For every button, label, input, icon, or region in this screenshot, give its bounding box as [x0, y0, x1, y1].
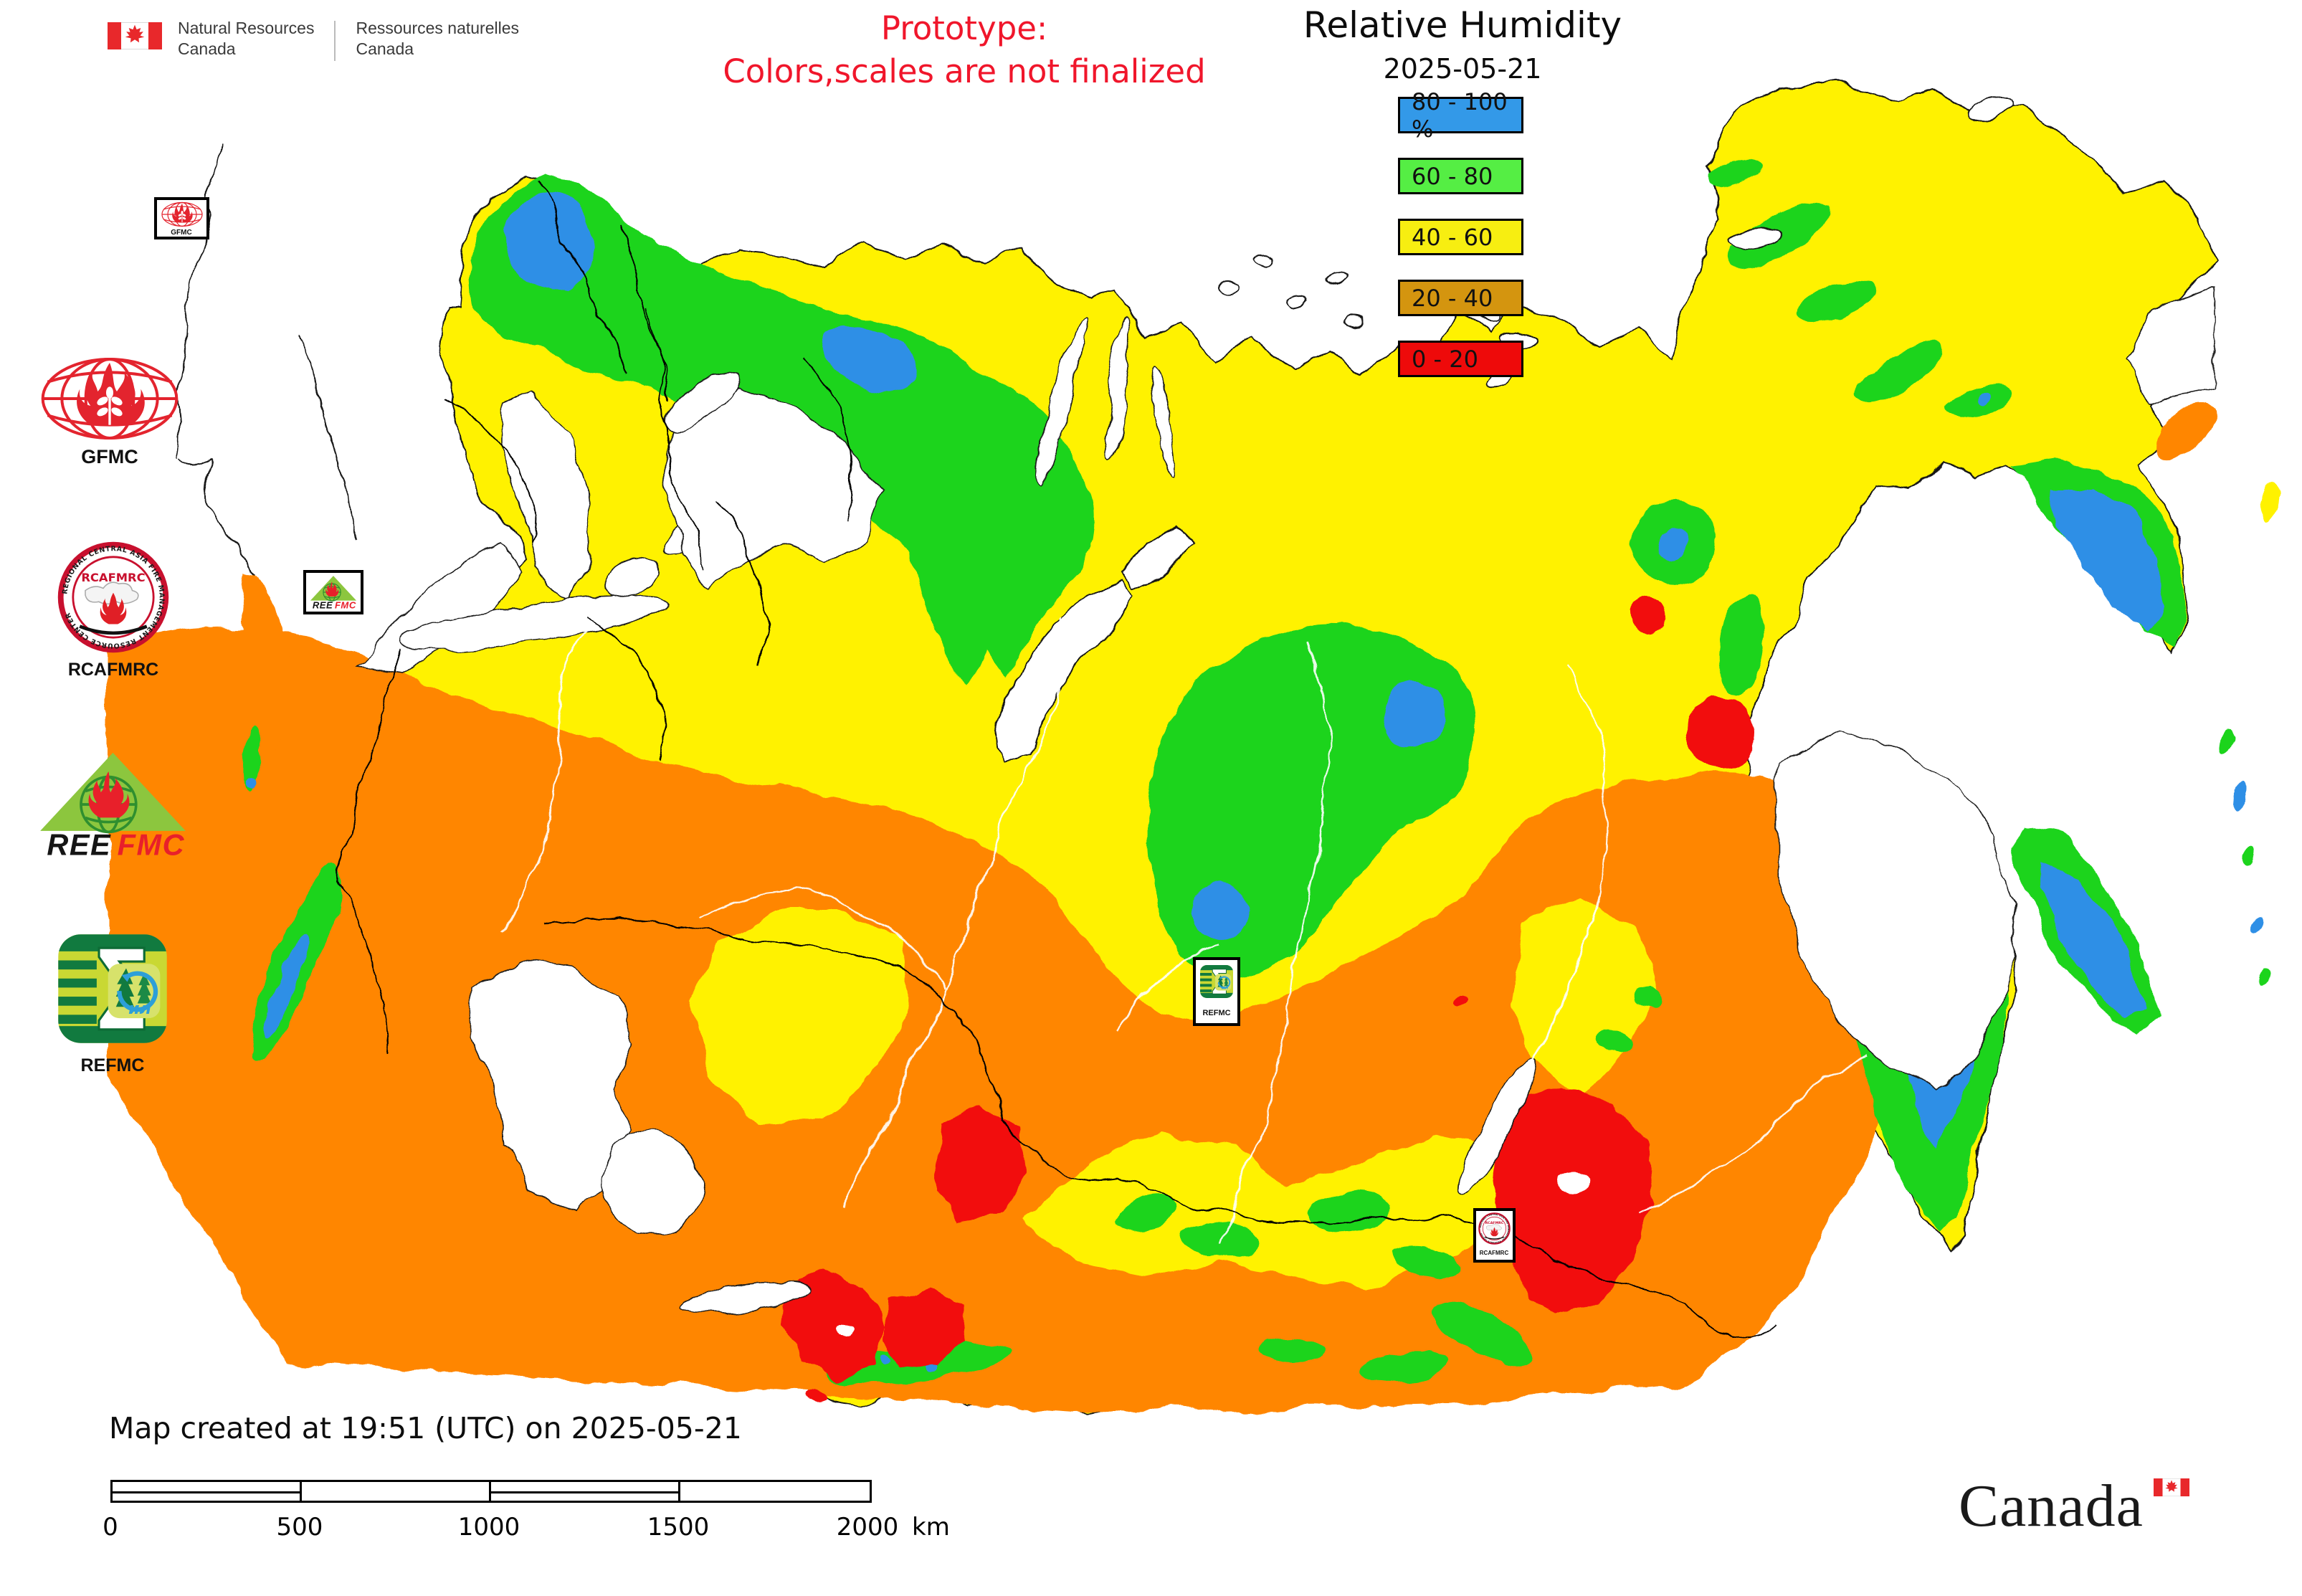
gfmc-logo — [41, 358, 179, 440]
scale-unit: km — [912, 1513, 950, 1542]
refmc-label: REFMC — [80, 1055, 145, 1075]
white-sea — [666, 386, 883, 589]
aral-sea — [603, 1131, 702, 1235]
scale-bar-graphic — [110, 1480, 872, 1503]
novaya-zemlya-south — [995, 579, 1134, 761]
rcafmrc-logo — [57, 541, 169, 653]
scale-labels: 0 500 1000 1500 2000 km — [103, 1513, 950, 1542]
scale-tick-0: 0 — [103, 1513, 118, 1542]
scale-tick-1500: 1500 — [647, 1513, 710, 1542]
rivers — [500, 616, 1865, 1248]
legend-label-0-20: 0 - 20 — [1412, 345, 1478, 373]
legend: 80 - 100 % 60 - 80 40 - 60 20 - 40 0 - 2… — [1398, 88, 1541, 402]
map-terrain — [108, 79, 2280, 1415]
legend-label-60-80: 60 - 80 — [1412, 162, 1493, 190]
scale-tick-1000: 1000 — [457, 1513, 520, 1542]
map-marker-rcafmrc-label: RCAFMRC — [1480, 1250, 1509, 1256]
map-marker-gfmc-label: GFMC — [171, 229, 191, 237]
red-regions — [781, 599, 1755, 1404]
scale-tick-500: 500 — [276, 1513, 323, 1542]
refmc-logo — [56, 932, 169, 1045]
country-borders — [336, 179, 1779, 1339]
prototype-disclaimer: Prototype: Colors,scales are not finaliz… — [674, 7, 1255, 93]
seas-lakes — [357, 285, 2216, 1312]
legend-item-80-100: 80 - 100 % — [1398, 88, 1523, 143]
scale-segment-1 — [113, 1482, 302, 1501]
kuril-islands — [2220, 483, 2280, 988]
kandalaksha-arm — [665, 371, 741, 429]
gulf-of-bothnia — [501, 390, 592, 604]
outline-islands — [995, 98, 2018, 761]
legend-item-40-60: 40 - 60 — [1398, 219, 1523, 255]
nrcan-fr-line2: Canada — [356, 39, 414, 58]
prototype-line1: Prototype: — [880, 9, 1048, 47]
scale-segment-3 — [491, 1482, 680, 1501]
map-date: 2025-05-21 — [1383, 53, 1542, 85]
ob-gulf-2 — [1104, 315, 1133, 459]
nrcan-fr-line1: Ressources naturelles — [356, 19, 520, 37]
legend-label-20-40: 20 - 40 — [1412, 284, 1493, 312]
reefmc-logo — [39, 751, 187, 860]
legend-label-80-100: 80 - 100 % — [1412, 87, 1508, 143]
rcafmrc-label: RCAFMRC — [67, 660, 159, 680]
ob-gulf-3 — [1152, 366, 1178, 480]
ob-gulf-1 — [1036, 318, 1086, 485]
map-marker-gfmc[interactable]: GFMC — [154, 197, 209, 239]
sea-of-okhotsk — [1777, 731, 2015, 1091]
scale-segment-4 — [680, 1482, 870, 1501]
nrcan-en-line2: Canada — [178, 39, 236, 58]
nrcan-en-line1: Natural Resources — [178, 19, 315, 37]
page-title: Relative Humidity — [1303, 4, 1622, 46]
lake-balkhash — [677, 1283, 814, 1312]
scale-bar: 0 500 1000 1500 2000 km — [103, 1480, 950, 1542]
legend-item-0-20: 0 - 20 — [1398, 341, 1523, 377]
map-marker-reefmc[interactable] — [303, 570, 363, 614]
prototype-line2: Colors,scales are not finalized — [723, 52, 1206, 90]
map-marker-refmc-label: REFMC — [1202, 1009, 1230, 1017]
anadyr-gulf — [2121, 285, 2216, 402]
nrcan-signature: Natural Resources Canada Ressources natu… — [108, 18, 519, 61]
map-marker-rcafmrc[interactable]: RCAFMRC — [1473, 1208, 1516, 1263]
legend-item-60-80: 60 - 80 — [1398, 158, 1523, 194]
title-block: Relative Humidity 2025-05-21 — [1283, 4, 1642, 85]
nrcan-english: Natural Resources Canada — [178, 18, 314, 60]
scale-segment-2 — [302, 1482, 491, 1501]
scale-tick-2000: 2000 — [836, 1513, 899, 1542]
canada-wordmark-text: Canada — [1959, 1473, 2144, 1539]
map-marker-refmc[interactable]: REFMC — [1193, 957, 1240, 1026]
nrcan-french: Ressources naturelles Canada — [356, 18, 519, 60]
novaya-zemlya-north — [1117, 529, 1192, 589]
lake-ladoga — [601, 556, 661, 599]
legend-label-40-60: 40 - 60 — [1412, 223, 1493, 251]
gulf-of-finland — [399, 595, 670, 650]
canada-flag-icon — [108, 22, 162, 49]
nrcan-divider — [334, 21, 336, 61]
canada-wordmark: Canada — [1959, 1471, 2260, 1557]
map-created-text: Map created at 19:51 (UTC) on 2025-05-21 — [109, 1411, 742, 1445]
gfmc-label: GFMC — [81, 446, 138, 467]
legend-item-20-40: 20 - 40 — [1398, 280, 1523, 316]
wordmark-flag-icon — [2154, 1478, 2189, 1496]
